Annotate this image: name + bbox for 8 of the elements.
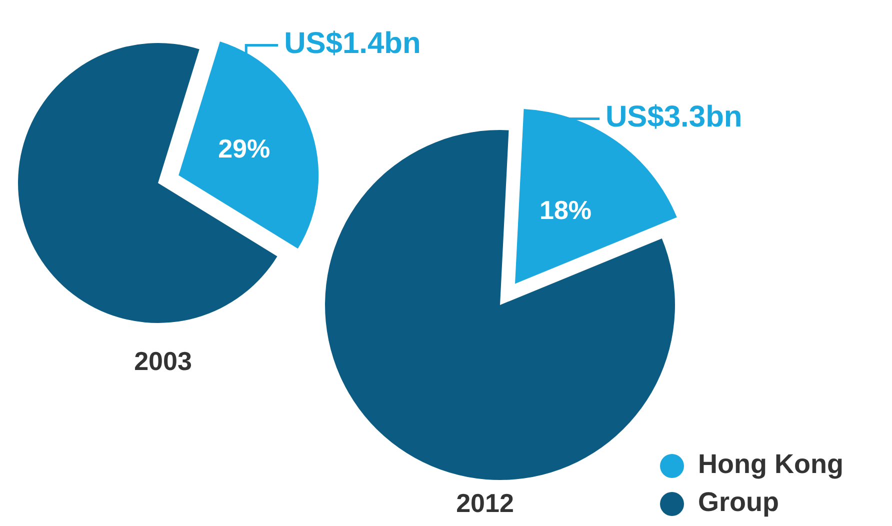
text: US$1.4bn (284, 27, 421, 60)
data-label: 29% (218, 133, 270, 164)
legend-label: Group (698, 487, 779, 518)
legend-label: Hong Kong (698, 449, 844, 480)
text: 2003 (134, 346, 192, 376)
text: US$3.3bn (606, 100, 742, 134)
text: 2012 (456, 488, 514, 518)
data-label: 18% (540, 195, 592, 226)
